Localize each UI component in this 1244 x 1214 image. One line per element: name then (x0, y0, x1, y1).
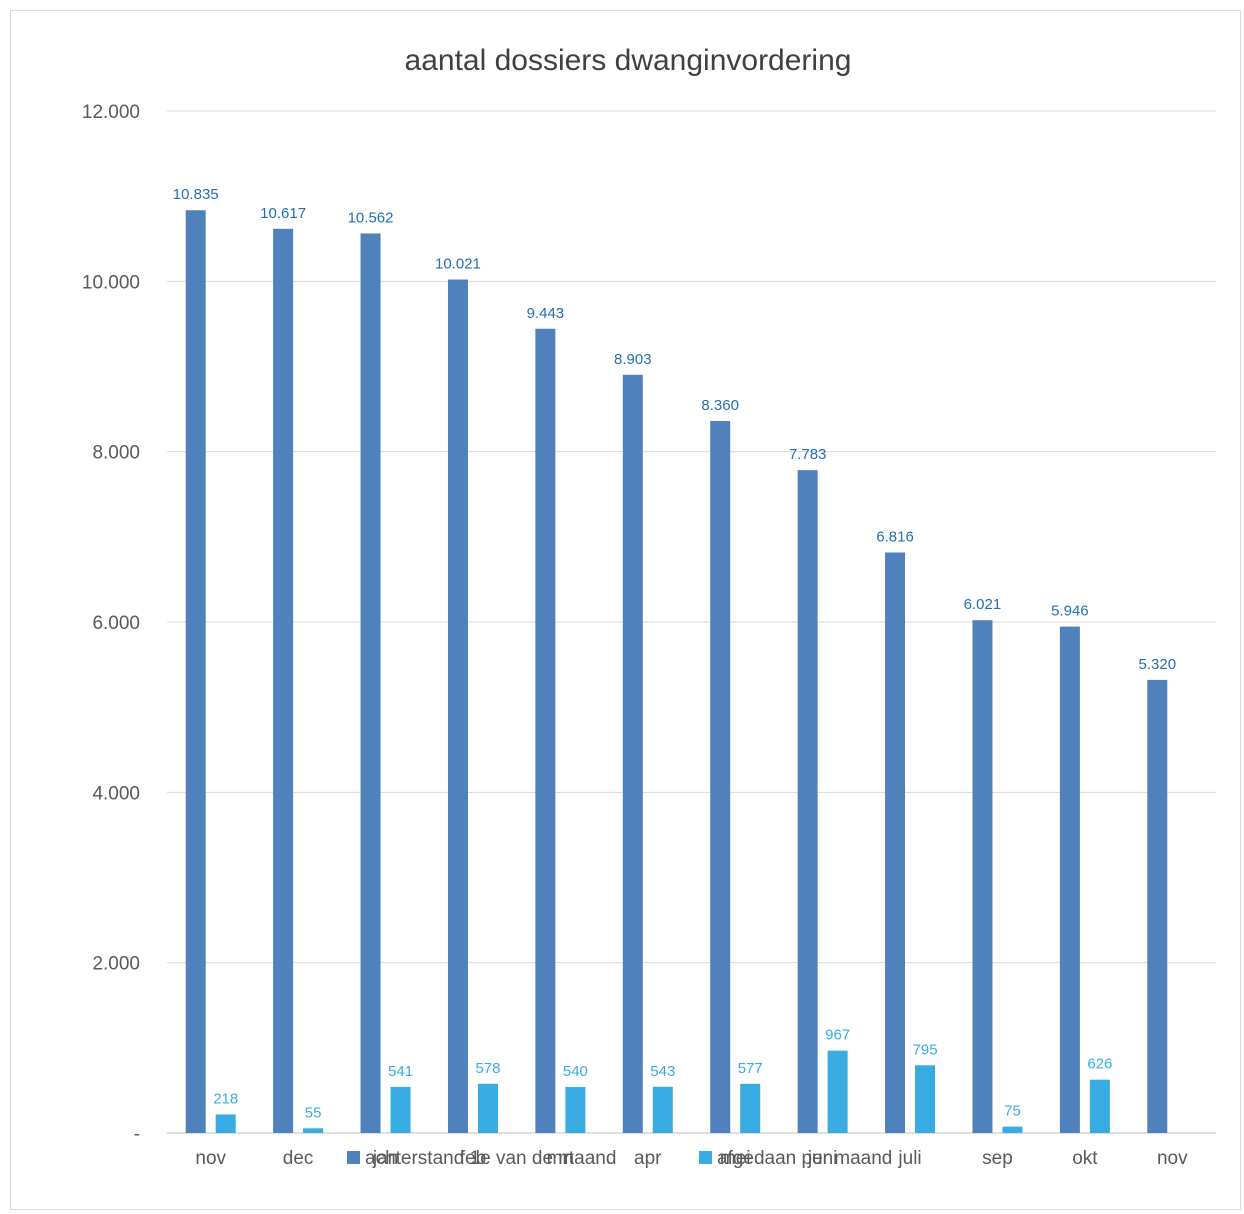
bar-afgedaan (477, 1083, 498, 1133)
data-label: 10.562 (348, 209, 394, 226)
data-label: 9.443 (527, 305, 565, 322)
bar-achterstand (622, 374, 643, 1133)
bar-afgedaan (827, 1050, 848, 1133)
data-label: 10.021 (435, 256, 481, 273)
data-label: 10.835 (173, 186, 219, 203)
bar-afgedaan (1002, 1126, 1023, 1133)
x-tick-label: apr (634, 1148, 662, 1169)
data-label: 626 (1087, 1056, 1112, 1073)
bar-afgedaan (565, 1087, 586, 1133)
bar-achterstand (885, 552, 906, 1133)
legend-label-afgedaan: afgedaan per maand (717, 1148, 892, 1169)
x-tick-label: mei (720, 1148, 751, 1169)
bar-afgedaan (390, 1086, 411, 1133)
data-label: 577 (738, 1060, 763, 1077)
gridlines (167, 110, 1216, 1134)
legend: achterstand 1e van de maand afgedaan per… (347, 1148, 892, 1169)
chart-title: aantal dossiers dwanginvordering (405, 44, 852, 77)
legend-swatch-afgedaan (699, 1151, 712, 1164)
data-label: 218 (213, 1090, 238, 1107)
bar-afgedaan (915, 1065, 936, 1133)
bar-achterstand (1059, 626, 1080, 1133)
data-label: 541 (388, 1063, 413, 1080)
x-tick-label: jan (372, 1148, 398, 1169)
y-axis: - 2.000 4.000 6.000 8.000 10.000 12.000 (82, 102, 140, 1145)
bar-achterstand (535, 328, 556, 1133)
data-label: 8.360 (701, 397, 739, 414)
data-label: 7.783 (789, 446, 827, 463)
bar-achterstand (710, 421, 731, 1133)
data-label: 10.617 (260, 205, 306, 222)
y-tick-label: 4.000 (92, 783, 140, 804)
x-tick-label: dec (283, 1148, 314, 1169)
data-label: 5.946 (1051, 603, 1089, 620)
x-tick-label: okt (1072, 1148, 1098, 1169)
data-label: 6.816 (876, 529, 914, 546)
x-tick-label: feb (460, 1148, 486, 1169)
bar-achterstand (972, 620, 993, 1133)
bar-afgedaan (215, 1114, 236, 1133)
data-label: 540 (563, 1063, 588, 1080)
bar-achterstand (1147, 679, 1168, 1133)
x-axis: nov dec jan feb mrt apr mei juni juli sep okt nov (195, 1148, 1188, 1169)
y-tick-label: 6.000 (92, 613, 140, 634)
y-tick-label: 12.000 (82, 102, 140, 123)
data-label: 5.320 (1139, 656, 1177, 673)
y-tick-label: 8.000 (92, 443, 140, 464)
bar-achterstand (185, 210, 206, 1133)
x-tick-label: juni (807, 1148, 838, 1169)
y-tick-label: 10.000 (82, 272, 140, 293)
data-label: 8.903 (614, 351, 652, 368)
bar-achterstand (360, 233, 381, 1133)
bar-afgedaan (652, 1086, 673, 1133)
data-label: 75 (1004, 1103, 1021, 1120)
bar-afgedaan (740, 1083, 761, 1133)
data-label: 543 (650, 1063, 675, 1080)
data-label: 967 (825, 1027, 850, 1044)
x-tick-label: juli (897, 1148, 921, 1169)
bar-achterstand (797, 470, 818, 1133)
bar-achterstand (447, 279, 468, 1134)
data-label: 6.021 (964, 596, 1002, 613)
legend-label-achterstand: achterstand 1e van de maand (365, 1148, 616, 1169)
y-tick-label: - (134, 1124, 140, 1145)
x-tick-label: mrt (547, 1148, 575, 1169)
bars: 10.835 218 10.617 55 10.562 541 10.021 578 9.443… (173, 186, 1177, 1134)
x-tick-label: nov (195, 1148, 226, 1169)
bar-afgedaan (1089, 1079, 1110, 1133)
bar-afgedaan (303, 1128, 324, 1133)
legend-swatch-achterstand (347, 1151, 360, 1164)
bar-achterstand (273, 228, 294, 1133)
y-tick-label: 2.000 (92, 954, 140, 975)
data-label: 795 (913, 1041, 938, 1058)
x-tick-label: sep (982, 1148, 1013, 1169)
x-tick-label: nov (1157, 1148, 1188, 1169)
data-label: 55 (305, 1104, 322, 1121)
data-label: 578 (475, 1060, 500, 1077)
